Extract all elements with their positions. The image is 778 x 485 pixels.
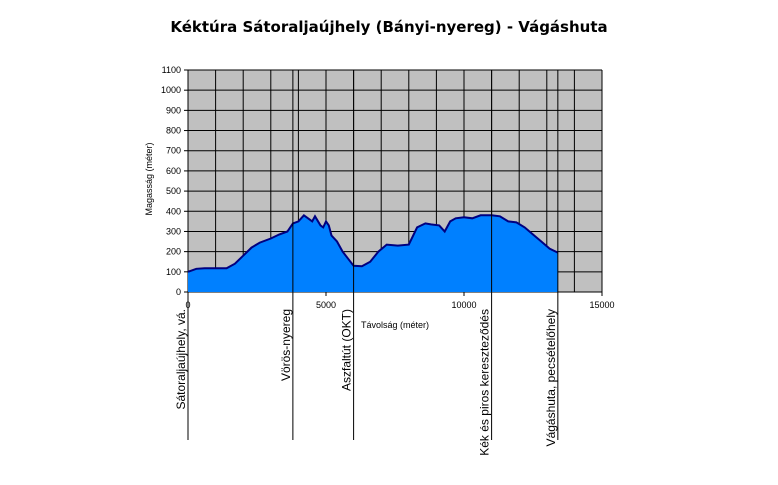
y-axis-title: Magasság (méter) <box>144 142 154 215</box>
y-tick-label: 800 <box>166 126 181 136</box>
y-tick-labels: 0 100 200 300 400 500 600 700 800 900 1000 1100 <box>161 65 188 297</box>
y-tick-label: 1000 <box>161 85 181 95</box>
y-tick-label: 0 <box>176 287 181 297</box>
x-tick-label: 5000 <box>316 300 336 310</box>
waypoint-label: Kék és piros kereszteződés <box>478 309 492 456</box>
chart-title: Kéktúra Sátoraljaújhely (Bányi-nyereg) -… <box>170 18 608 36</box>
waypoint-marker: Kék és piros kereszteződés <box>478 70 493 456</box>
x-tick-label: 10000 <box>451 300 476 310</box>
waypoint-marker: Sátoraljaújhely, vá. <box>174 292 189 440</box>
waypoint-marker: Vágáshuta, pecsételőhely <box>544 70 559 446</box>
elevation-line <box>187 213 559 273</box>
waypoint-marker: Vörös-nyereg <box>279 70 294 440</box>
waypoint-label: Vörös-nyereg <box>279 309 293 381</box>
y-tick-label: 200 <box>166 247 181 257</box>
x-tick-label: 15000 <box>589 300 614 310</box>
y-tick-label: 100 <box>166 267 181 277</box>
y-tick-label: 300 <box>166 226 181 236</box>
waypoint-label: Sátoraljaújhely, vá. <box>174 309 188 410</box>
y-tick-label: 400 <box>166 206 181 216</box>
waypoint-markers: Sátoraljaújhely, vá. Vörös-nyereg Aszfaltú… <box>174 70 559 456</box>
y-tick-label: 600 <box>166 166 181 176</box>
waypoint-label: Aszfaltút (OKT) <box>340 309 354 391</box>
waypoint-label: Vágáshuta, pecsételőhely <box>544 309 558 446</box>
x-axis-title: Távolság (méter) <box>361 320 429 330</box>
y-tick-label: 700 <box>166 146 181 156</box>
y-tick-label: 1100 <box>162 65 181 75</box>
y-tick-label: 900 <box>166 105 181 115</box>
waypoint-marker: Aszfaltút (OKT) <box>340 70 355 440</box>
y-tick-label: 500 <box>166 186 181 196</box>
